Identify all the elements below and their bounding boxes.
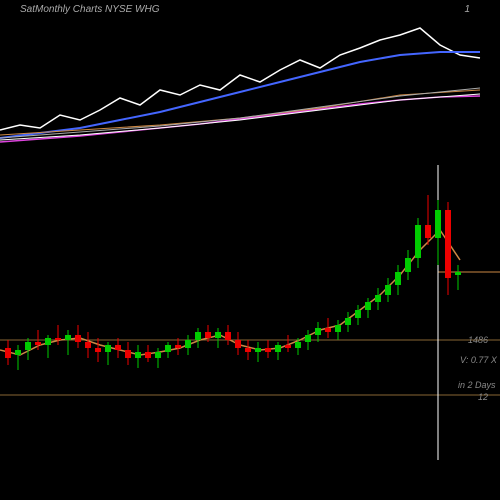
chart-label: V: 0.77 X [460, 355, 497, 365]
chart-label: in 2 Days [458, 380, 496, 390]
chart-label: 1486 [468, 335, 488, 345]
stock-chart[interactable] [0, 0, 500, 500]
chart-canvas [0, 0, 500, 500]
chart-label: 12 [478, 392, 488, 402]
